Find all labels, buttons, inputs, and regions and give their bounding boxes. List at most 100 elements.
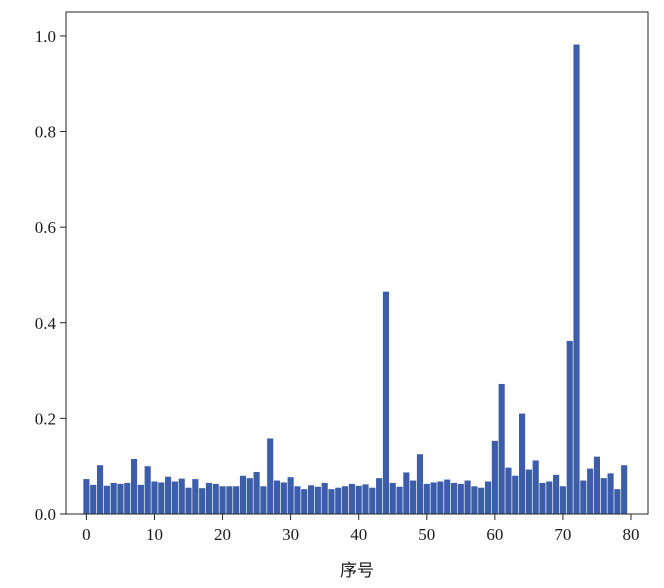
bar-76 [600,478,607,514]
bar-26 [260,486,267,514]
bar-41 [362,484,369,514]
bar-79 [621,465,628,514]
bar-7 [131,459,138,514]
bar-17 [199,488,206,514]
bar-64 [519,413,526,514]
bar-78 [614,489,621,514]
bar-27 [267,438,274,514]
bar-70 [559,486,566,514]
bar-5 [117,483,124,514]
bar-24 [246,478,253,514]
bar-30 [287,477,294,514]
bar-series [83,44,628,514]
bar-63 [512,475,519,514]
bar-34 [314,486,321,514]
bar-2 [96,465,104,514]
bar-57 [471,486,478,514]
bar-56 [464,480,471,514]
bar-32 [301,489,308,514]
plot-frame [65,11,649,515]
bar-68 [546,481,553,514]
bar-55 [457,483,464,514]
bar-45 [389,482,396,514]
bar-69 [553,474,560,514]
y-tick-label: 0.6 [35,218,56,237]
bar-53 [444,479,451,514]
bar-51 [430,482,437,514]
bar-54 [450,482,458,514]
x-tick-label: 0 [82,525,91,544]
bar-13 [171,481,178,514]
bar-66 [532,460,539,514]
bar-14 [178,478,185,514]
x-tick-label: 70 [554,525,571,544]
bar-15 [185,487,192,514]
bar-59 [484,481,492,514]
bar-50 [423,483,430,514]
bar-10 [151,481,158,514]
x-tick-label: 20 [214,525,231,544]
bar-74 [587,468,594,514]
bar-20 [219,486,226,514]
bar-49 [416,454,424,514]
bar-21 [226,486,233,514]
bar-39 [348,483,355,514]
bar-4 [110,482,117,514]
bar-40 [355,485,362,514]
bar-0 [83,479,90,514]
bar-35 [321,482,328,514]
y-tick-label: 1.0 [35,27,56,46]
bar-23 [239,475,247,514]
bar-29 [280,482,287,514]
bar-33 [307,485,315,514]
bar-28 [273,480,281,514]
bar-52 [437,481,444,514]
bar-65 [525,469,532,514]
bar-9 [144,466,151,514]
bar-12 [165,476,172,514]
bar-47 [403,472,410,514]
bar-75 [593,456,601,514]
x-tick-label: 80 [622,525,639,544]
bar-43 [376,478,383,514]
x-axis-ticks: 0 10 20 30 40 50 60 70 80 [82,514,639,544]
x-tick-label: 40 [350,525,367,544]
x-axis-title: 序号 [340,561,374,581]
bar-19 [212,483,219,514]
bar-31 [294,486,301,514]
bar-8 [137,484,144,514]
bar-71 [566,340,573,514]
bar-22 [233,486,240,514]
x-tick-label: 30 [282,525,299,544]
x-tick-label: 50 [418,525,435,544]
bar-46 [396,486,403,514]
bar-48 [410,480,417,514]
bar-38 [342,486,349,514]
bar-36 [328,489,335,514]
bar-72 [573,44,580,514]
bar-58 [478,487,485,514]
bar-44 [382,291,389,514]
bar-37 [335,487,342,514]
bar-60 [491,440,498,514]
bar-73 [580,480,587,514]
y-tick-label: 0.4 [35,314,57,333]
bar-77 [607,473,614,514]
bar-42 [369,487,376,514]
y-tick-label: 0.2 [35,409,56,428]
bar-61 [498,383,505,514]
y-tick-label: 0.0 [35,505,56,524]
bar-18 [205,482,213,514]
bar-3 [103,485,110,514]
bar-11 [158,482,165,514]
bar-6 [124,482,131,514]
bar-1 [90,484,97,514]
bar-67 [539,482,546,514]
bar-25 [253,471,260,514]
y-tick-label: 0.8 [35,123,56,142]
y-axis-ticks: 0.0 0.2 0.4 0.6 0.8 1.0 [35,27,66,524]
x-tick-label: 60 [486,525,503,544]
x-tick-label: 10 [146,525,163,544]
